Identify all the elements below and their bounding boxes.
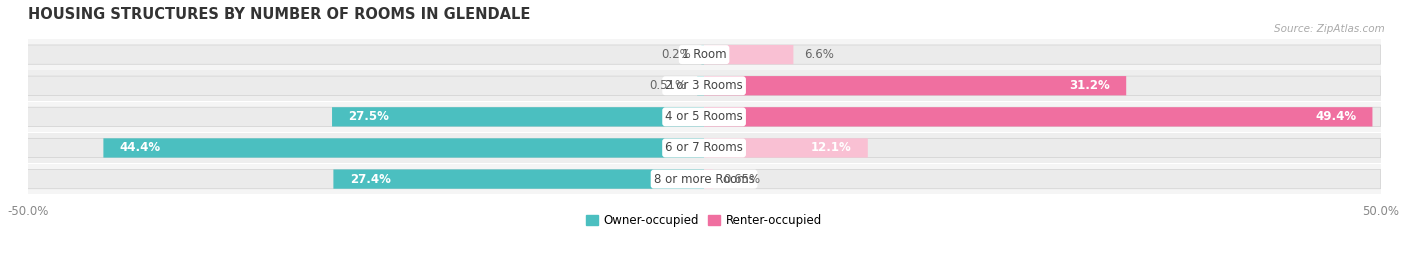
Text: Source: ZipAtlas.com: Source: ZipAtlas.com xyxy=(1274,24,1385,34)
FancyBboxPatch shape xyxy=(28,107,1381,126)
Legend: Owner-occupied, Renter-occupied: Owner-occupied, Renter-occupied xyxy=(581,210,827,232)
FancyBboxPatch shape xyxy=(104,138,704,158)
Text: 27.4%: 27.4% xyxy=(350,173,391,186)
FancyBboxPatch shape xyxy=(0,164,1406,194)
Text: 0.65%: 0.65% xyxy=(724,173,761,186)
Text: 31.2%: 31.2% xyxy=(1069,79,1109,92)
FancyBboxPatch shape xyxy=(0,39,1406,70)
FancyBboxPatch shape xyxy=(333,169,704,189)
Text: 6 or 7 Rooms: 6 or 7 Rooms xyxy=(665,141,742,154)
Text: 6.6%: 6.6% xyxy=(804,48,834,61)
Text: 8 or more Rooms: 8 or more Rooms xyxy=(654,173,755,186)
FancyBboxPatch shape xyxy=(332,107,704,126)
Text: 4 or 5 Rooms: 4 or 5 Rooms xyxy=(665,110,742,123)
FancyBboxPatch shape xyxy=(697,76,704,95)
Text: HOUSING STRUCTURES BY NUMBER OF ROOMS IN GLENDALE: HOUSING STRUCTURES BY NUMBER OF ROOMS IN… xyxy=(28,7,530,22)
Text: 12.1%: 12.1% xyxy=(811,141,852,154)
FancyBboxPatch shape xyxy=(0,70,1406,101)
FancyBboxPatch shape xyxy=(702,45,704,64)
Text: 2 or 3 Rooms: 2 or 3 Rooms xyxy=(665,79,742,92)
Text: 0.51%: 0.51% xyxy=(650,79,686,92)
Text: 27.5%: 27.5% xyxy=(349,110,389,123)
FancyBboxPatch shape xyxy=(0,133,1406,163)
Text: 0.2%: 0.2% xyxy=(661,48,690,61)
FancyBboxPatch shape xyxy=(28,45,1381,64)
Text: 1 Room: 1 Room xyxy=(682,48,727,61)
FancyBboxPatch shape xyxy=(704,107,1372,126)
Text: 44.4%: 44.4% xyxy=(120,141,160,154)
FancyBboxPatch shape xyxy=(704,138,868,158)
FancyBboxPatch shape xyxy=(704,169,713,189)
Text: 49.4%: 49.4% xyxy=(1315,110,1357,123)
FancyBboxPatch shape xyxy=(28,169,1381,189)
FancyBboxPatch shape xyxy=(0,102,1406,132)
FancyBboxPatch shape xyxy=(28,138,1381,158)
FancyBboxPatch shape xyxy=(28,76,1381,95)
FancyBboxPatch shape xyxy=(704,45,793,64)
FancyBboxPatch shape xyxy=(704,76,1126,95)
